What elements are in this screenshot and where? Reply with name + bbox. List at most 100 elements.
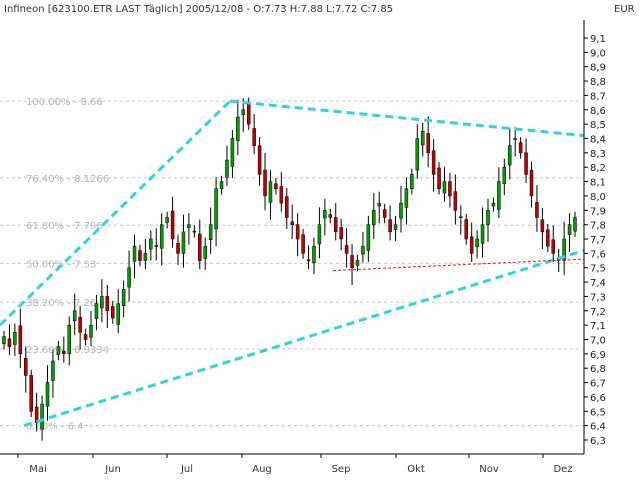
candle-body xyxy=(426,133,430,154)
candle-body xyxy=(29,375,33,412)
candle-body xyxy=(535,202,539,218)
candle-body xyxy=(116,303,120,325)
candle-body xyxy=(415,138,420,171)
candle-body xyxy=(67,324,72,355)
candle-body xyxy=(62,350,66,355)
x-tick-label: Aug xyxy=(252,464,272,475)
candle-body xyxy=(355,260,360,266)
candle-body xyxy=(410,174,414,189)
candle-body xyxy=(154,245,159,247)
x-tick-label: Jun xyxy=(104,464,121,475)
candle-body xyxy=(573,217,577,232)
x-tick-label: Okt xyxy=(407,464,425,475)
candle-body xyxy=(399,202,403,219)
y-tick-label: 8,6 xyxy=(590,106,606,117)
currency-label: EUR xyxy=(614,4,635,15)
candle-body xyxy=(198,233,202,261)
candle-body xyxy=(56,346,61,355)
candle-body xyxy=(7,338,12,347)
candle-body xyxy=(187,224,191,228)
x-tick-label: Nov xyxy=(479,464,499,475)
candle-body xyxy=(388,219,392,233)
trendline xyxy=(0,100,232,327)
candle-body xyxy=(83,334,88,340)
y-tick-label: 7,5 xyxy=(590,264,606,275)
candle-body xyxy=(475,238,479,248)
y-tick-label: 7,8 xyxy=(590,221,606,232)
candle-body xyxy=(111,306,115,319)
candle-body xyxy=(393,224,398,230)
x-axis: Mai Jun Jul Aug Sep Okt Nov Dez xyxy=(0,453,584,475)
candle-body xyxy=(159,224,164,249)
candle-body xyxy=(78,316,82,333)
candle-body xyxy=(317,224,322,245)
candle-body xyxy=(203,245,207,259)
candle-body xyxy=(372,210,376,225)
fib-label: 38.20% - 7.26 xyxy=(26,298,96,309)
y-tick-label: 8,9 xyxy=(590,63,606,74)
candle-body xyxy=(431,150,436,175)
candle-body xyxy=(323,210,327,219)
candle-body xyxy=(143,253,148,261)
candle-body xyxy=(312,245,316,263)
candle-body xyxy=(72,310,77,322)
candle-body xyxy=(127,267,131,288)
support-line xyxy=(332,258,585,272)
candle-body xyxy=(132,245,137,262)
candle-body xyxy=(469,236,474,254)
candle-body xyxy=(181,231,186,254)
candle-body xyxy=(437,167,441,190)
candle-body xyxy=(40,403,44,430)
y-tick-label: 7,7 xyxy=(590,235,606,246)
y-tick-label: 6,7 xyxy=(590,379,606,390)
candle-body xyxy=(306,259,311,262)
candle-body xyxy=(279,186,284,204)
candle-body xyxy=(562,238,566,261)
candle-body xyxy=(138,250,142,261)
candle-body xyxy=(285,196,289,218)
candle-body xyxy=(328,214,333,218)
candle-body xyxy=(420,131,425,146)
candle-body xyxy=(382,209,387,218)
y-axis: 9,1 9,0 8,9 8,8 8,7 8,6 8,5 8,4 8,3 8,2 8,1 8,0 7,9 7… xyxy=(583,20,606,454)
candle-body xyxy=(18,325,23,355)
y-tick-label: 7,1 xyxy=(590,321,606,332)
x-tick-label: Jul xyxy=(180,464,193,475)
candle-body xyxy=(225,159,229,178)
trendlines xyxy=(0,99,585,428)
y-tick-label: 8,3 xyxy=(590,149,606,160)
y-tick-label: 7,4 xyxy=(590,278,606,289)
y-tick-label: 7,6 xyxy=(590,249,606,260)
candle-body xyxy=(377,202,381,207)
candle-body xyxy=(165,217,169,223)
candle-body xyxy=(567,224,572,235)
candle-body xyxy=(94,303,99,319)
candle-body xyxy=(230,138,235,167)
candle-body xyxy=(404,188,409,208)
fib-label: 100.00% - 8.66 xyxy=(26,97,103,108)
y-tick-label: 7,9 xyxy=(590,206,606,217)
candle-body xyxy=(252,128,256,146)
candle-body xyxy=(219,181,224,189)
y-tick-label: 7,2 xyxy=(590,307,606,318)
fib-label: 61.80% - 7.796 xyxy=(26,221,103,232)
y-tick-label: 8,1 xyxy=(590,178,606,189)
fib-label: 0.00% - 6.4 xyxy=(26,422,84,433)
candle-body xyxy=(295,224,300,240)
candle-body xyxy=(546,229,550,247)
trendline xyxy=(229,99,585,138)
candle-body xyxy=(333,217,338,233)
candle-body xyxy=(214,188,218,230)
y-tick-label: 9,1 xyxy=(590,34,606,45)
y-tick-label: 8,4 xyxy=(590,135,606,146)
y-tick-label: 6,6 xyxy=(590,393,606,404)
candle-body xyxy=(442,181,447,194)
candle-body xyxy=(502,166,507,184)
candle-body xyxy=(529,169,534,197)
candle-body xyxy=(524,152,528,175)
candle-body xyxy=(208,224,213,240)
candle-body xyxy=(105,296,110,312)
x-tick-label: Dez xyxy=(553,464,572,475)
